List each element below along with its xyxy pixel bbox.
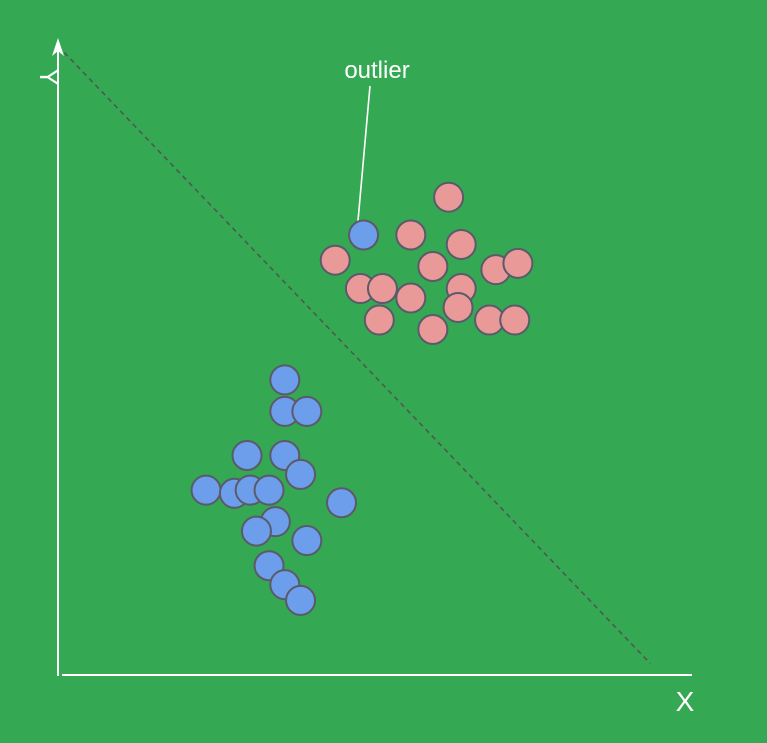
blue-data-point: [291, 395, 323, 427]
blue-data-point: [269, 364, 301, 396]
y-axis-arrowhead: [52, 38, 64, 56]
x-axis-label: X: [676, 686, 695, 717]
red-data-point: [319, 244, 351, 276]
red-data-point: [433, 181, 465, 213]
blue-data-point: [291, 525, 323, 557]
blue-data-point: [285, 458, 317, 490]
blue-data-point: [348, 219, 380, 251]
red-data-point: [499, 304, 531, 336]
decision-boundary-line: [57, 45, 651, 664]
red-data-point: [502, 247, 534, 279]
y-axis-label: Y: [34, 68, 64, 85]
red-data-point: [395, 282, 427, 314]
blue-data-point: [326, 487, 357, 519]
red-data-point: [366, 273, 398, 305]
blue-data-point: [231, 440, 263, 471]
red-data-point: [417, 314, 449, 345]
red-data-point: [445, 228, 477, 260]
blue-data-point: [240, 515, 272, 547]
blue-data-point: [253, 474, 285, 506]
outlier-annotation-label: outlier: [344, 57, 409, 84]
outlier-annotation-pointer: [356, 85, 371, 233]
blue-data-point: [285, 584, 317, 616]
data-points-group: [190, 181, 534, 616]
red-data-point: [363, 304, 395, 336]
red-data-point: [395, 219, 427, 251]
red-data-point: [417, 251, 449, 282]
blue-data-point: [190, 474, 222, 506]
red-data-point: [442, 291, 474, 323]
